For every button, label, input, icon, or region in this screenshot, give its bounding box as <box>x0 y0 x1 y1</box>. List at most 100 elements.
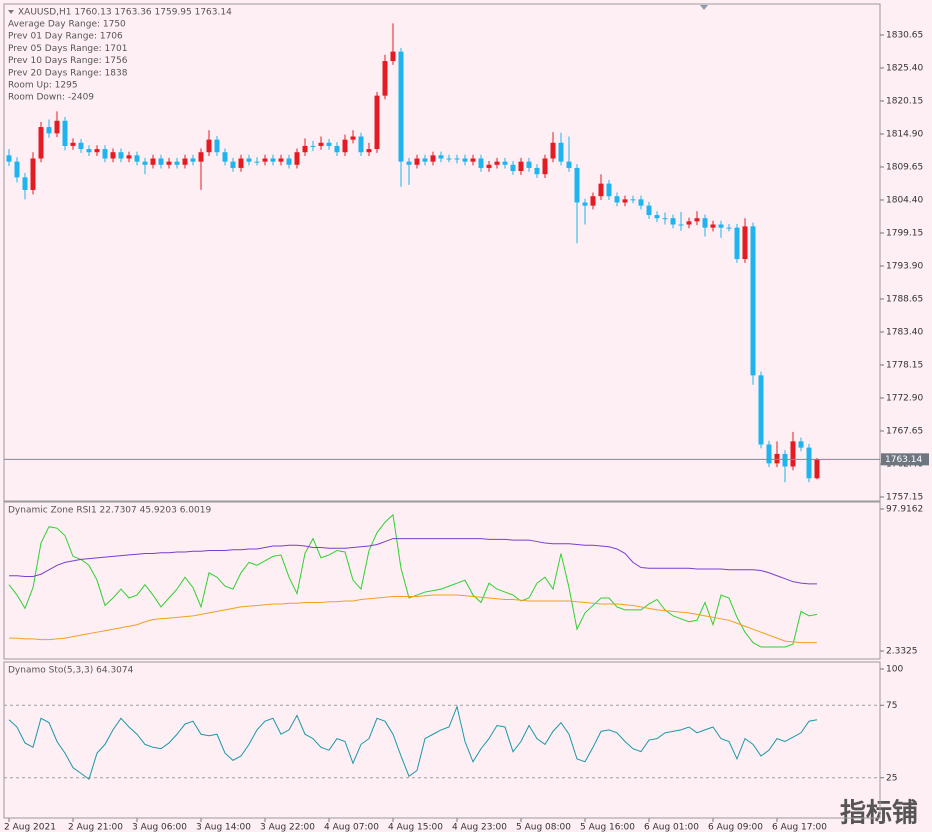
candle-body <box>230 161 236 168</box>
candle-body <box>806 447 812 479</box>
candle-body <box>150 158 156 165</box>
x-tick-label: 6 Aug 01:00 <box>644 823 699 832</box>
panel-frame <box>3 661 881 819</box>
y-tick-label: 1820.15 <box>886 96 923 106</box>
candle-body <box>710 224 716 228</box>
candle-body <box>78 142 84 150</box>
candle-body <box>790 441 796 467</box>
x-tick-label: 3 Aug 06:00 <box>132 823 187 832</box>
candle-body <box>782 453 788 467</box>
candle-body <box>558 142 564 162</box>
candle-body <box>758 375 764 445</box>
info-line: Room Down: -2409 <box>8 93 94 103</box>
candle-body <box>582 202 588 206</box>
x-tick-label: 2 Aug 2021 <box>4 823 56 832</box>
series-line <box>9 594 817 644</box>
candle-body <box>406 161 412 165</box>
y-tick-label: 97.9162 <box>886 505 923 515</box>
candle-body <box>254 161 260 163</box>
shift-marker <box>700 5 708 10</box>
x-tick-label: 6 Aug 09:00 <box>708 823 763 832</box>
panel-title: XAUUSD,H1 1760.13 1763.36 1759.95 1763.1… <box>18 8 232 18</box>
candle-body <box>494 161 500 165</box>
series-line <box>8 705 818 781</box>
candle-body <box>726 227 732 229</box>
candle-body <box>422 158 428 162</box>
candle-body <box>38 127 44 159</box>
candle-body <box>238 158 244 168</box>
candle-body <box>222 152 228 162</box>
candle-body <box>550 142 556 159</box>
candle-body <box>294 152 300 165</box>
candle-body <box>590 196 596 206</box>
candle-body <box>174 161 180 165</box>
candle-body <box>734 227 740 260</box>
candle-body <box>142 161 148 165</box>
candle-body <box>694 218 700 222</box>
candle-body <box>374 95 380 150</box>
candle-body <box>430 155 436 162</box>
watermark: 指标铺 <box>840 799 918 829</box>
candle-body <box>206 139 212 153</box>
x-tick-label: 3 Aug 22:00 <box>260 823 315 832</box>
candle-body <box>534 167 540 175</box>
candle-body <box>382 61 388 96</box>
candle-body <box>670 218 676 225</box>
candle-body <box>750 226 756 376</box>
candle-body <box>414 158 420 165</box>
candle-body <box>118 152 124 159</box>
y-tick-label: 1788.65 <box>886 294 923 304</box>
candle-body <box>678 224 684 226</box>
candle-body <box>366 149 372 153</box>
y-tick-label: 1814.90 <box>886 129 923 139</box>
y-tick-label: 1799.15 <box>886 228 923 238</box>
info-line: Prev 05 Days Range: 1701 <box>8 44 127 54</box>
candle-body <box>742 226 748 260</box>
candle-body <box>14 161 20 178</box>
y-tick-label: 25 <box>886 773 897 783</box>
y-tick-label: 1783.40 <box>886 327 923 337</box>
y-tick-label: 100 <box>886 665 903 675</box>
candle-body <box>566 161 572 168</box>
candle-body <box>6 155 12 162</box>
info-line: Average Day Range: 1750 <box>8 20 126 30</box>
candle-body <box>814 459 820 479</box>
candle-body <box>502 161 508 165</box>
candle-body <box>326 142 332 146</box>
candle-body <box>318 142 324 146</box>
candle-body <box>454 158 460 160</box>
candle-body <box>510 164 516 172</box>
panel-title: Dynamo Sto(5,3,3) 64.3074 <box>8 666 134 676</box>
candle-body <box>686 221 692 225</box>
candle-body <box>654 215 660 219</box>
candle-body <box>62 120 68 146</box>
x-tick-label: 6 Aug 17:00 <box>772 823 827 832</box>
candle-body <box>702 218 708 228</box>
candle-body <box>574 167 580 203</box>
candle-body <box>646 205 652 216</box>
candle-body <box>278 158 284 162</box>
candle-body <box>638 199 644 206</box>
candle-body <box>462 158 468 162</box>
candle-body <box>350 136 356 140</box>
candle-body <box>134 155 140 162</box>
candle-body <box>606 183 612 197</box>
candle-body <box>518 161 524 172</box>
candle-body <box>622 199 628 203</box>
panel-title: Dynamic Zone RSI1 22.7307 45.9203 6.0019 <box>8 506 211 516</box>
x-tick-label: 4 Aug 15:00 <box>388 823 443 832</box>
candle-body <box>526 161 532 168</box>
candle-body <box>718 224 724 228</box>
candle-body <box>270 158 276 162</box>
candle-body <box>598 183 604 197</box>
candle-body <box>438 155 444 159</box>
candle-body <box>478 158 484 168</box>
x-tick-label: 5 Aug 16:00 <box>580 823 635 832</box>
candle-body <box>198 152 204 162</box>
y-tick-label: 1793.90 <box>886 261 923 271</box>
panel-frame <box>3 3 881 502</box>
candle-body <box>486 164 492 168</box>
candle-body <box>30 158 36 190</box>
